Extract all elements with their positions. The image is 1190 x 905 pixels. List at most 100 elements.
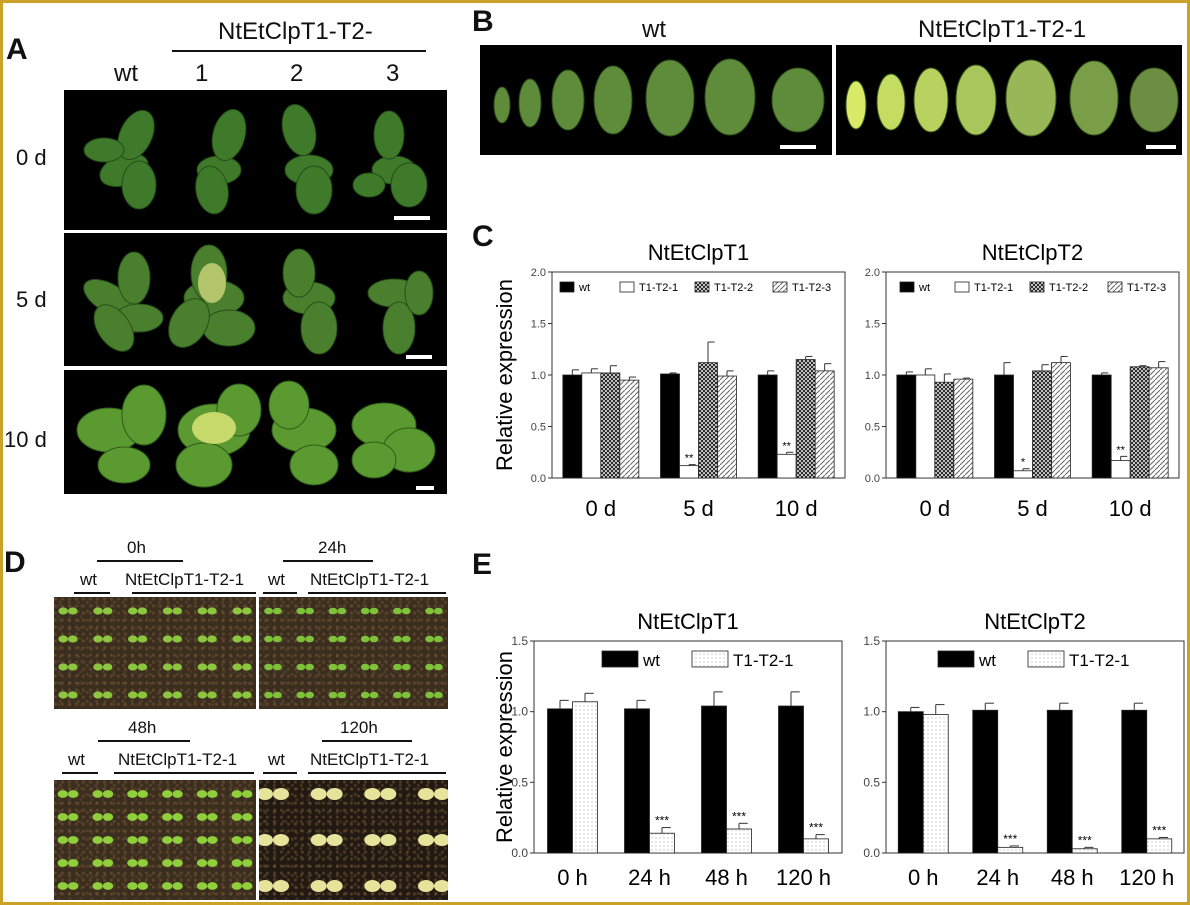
panel-d-line-0h: [97, 560, 183, 562]
legend-label: T1-T2-3: [792, 282, 831, 294]
y-tick-label: 0.5: [863, 775, 880, 789]
panel-a-photo-10d: [64, 370, 447, 494]
panel-d-line-48h: [98, 740, 190, 742]
chart-e-ntetclpt2: NtEtClpT2 0.0 0.5 1.0 1.5 0 h 24 h *** 48 h *** 12…: [863, 609, 1185, 890]
seedling: [296, 635, 314, 643]
seedling: [58, 607, 78, 615]
seedling: [231, 836, 253, 844]
seedling: [57, 813, 79, 821]
seedling: [418, 788, 448, 800]
legend-label: wt: [578, 282, 590, 294]
bar: [1051, 362, 1071, 479]
panel-d-line-underline-120h: [308, 772, 446, 774]
seedling: [162, 836, 183, 844]
legend-label: wt: [918, 282, 930, 294]
legend-swatch: [691, 650, 729, 668]
bar: [897, 711, 924, 854]
seedling: [128, 691, 148, 699]
legend-label: T1-T2-2: [714, 282, 753, 294]
x-category-label: 24 h: [976, 865, 1019, 890]
y-tick-label: 1.5: [511, 634, 528, 648]
legend-label: wt: [978, 651, 996, 670]
y-axis-label: Relative expression: [492, 279, 517, 471]
bar: [934, 381, 955, 479]
chart-title: NtEtClpT1: [648, 240, 749, 265]
y-tick-label: 1.5: [865, 319, 880, 331]
panel-a-scale-bar-5d: [406, 355, 432, 359]
significance-label: **: [782, 440, 791, 452]
panel-a-col-label-3: 3: [386, 60, 400, 87]
bar: [547, 708, 573, 854]
seedling: [264, 663, 282, 671]
y-tick-label: 0.5: [865, 422, 880, 434]
seedling: [197, 691, 217, 699]
y-tick-label: 0.0: [531, 473, 546, 485]
bar: [1129, 366, 1150, 479]
seedling: [92, 836, 114, 844]
y-tick-label: 1.0: [863, 705, 880, 719]
bar: [624, 708, 650, 854]
bar: [581, 372, 602, 479]
chart-c-ntetclpt2: NtEtClpT2 0.0 0.5 1.0 1.5 2.0 0 d 5 d * 10 d ** wt T…: [865, 240, 1180, 521]
bar: [1121, 709, 1148, 854]
seedling: [232, 607, 252, 615]
seedling: [425, 635, 443, 643]
seedling: [328, 663, 347, 671]
bar: [1013, 470, 1033, 479]
seedling: [364, 788, 397, 800]
bar: [972, 709, 999, 854]
bar: [1046, 709, 1073, 854]
bar: [562, 374, 583, 479]
y-tick-label: 0.0: [511, 846, 528, 860]
seedling: [232, 635, 252, 643]
panel-d-wt-line-0h: [74, 592, 110, 594]
bar: [717, 375, 737, 479]
seedling: [58, 663, 78, 671]
seedling: [232, 663, 252, 671]
y-tick-label: 1.0: [531, 370, 546, 382]
x-category-label: 0 h: [557, 865, 588, 890]
seedling: [127, 790, 148, 798]
seedling: [310, 788, 343, 800]
bar: [572, 701, 598, 854]
panel-d-wt-line-48h: [62, 772, 98, 774]
y-axis-label: Relative expression: [492, 651, 517, 843]
panel-a-letter: A: [6, 33, 28, 66]
seedling: [57, 836, 79, 844]
legend-label: T1-T2-2: [1049, 282, 1088, 294]
bar: [757, 374, 778, 479]
seedling: [259, 880, 289, 892]
seedling: [127, 859, 148, 867]
seedling: [196, 882, 218, 890]
bar: [1091, 374, 1112, 479]
panel-d-line-underline-0h: [132, 592, 256, 594]
seedling: [162, 691, 182, 699]
seedling: [296, 691, 314, 699]
seedling: [93, 663, 113, 671]
legend-swatch: [954, 281, 970, 293]
bar: [600, 372, 621, 479]
seedling: [393, 607, 411, 615]
plot-frame: [885, 640, 1185, 854]
seedling: [418, 880, 448, 892]
bar: [915, 374, 936, 479]
seedling: [425, 663, 443, 671]
seedling: [360, 607, 379, 615]
panel-d-wt-line-120h: [263, 772, 297, 774]
panel-e-letter: E: [472, 548, 493, 581]
x-category-label: 48 h: [705, 865, 748, 890]
legend-label: T1-T2-1: [1069, 651, 1129, 670]
seedling: [93, 607, 113, 615]
significance-label: ***: [732, 809, 746, 823]
y-tick-label: 0.0: [865, 473, 880, 485]
panel-a-col-label-2: 2: [290, 60, 304, 87]
panel-b-wt-label: wt: [642, 16, 666, 43]
panel-d-line-label-48h: NtEtClpT1-T2-1: [118, 750, 238, 769]
bar: [1032, 370, 1052, 479]
seedling: [128, 607, 148, 615]
seedling: [393, 663, 411, 671]
legend-swatch: [601, 650, 639, 668]
seedling: [418, 834, 448, 846]
seedling: [57, 882, 79, 890]
panel-d-line-label-24h: NtEtClpT1-T2-1: [310, 570, 430, 589]
